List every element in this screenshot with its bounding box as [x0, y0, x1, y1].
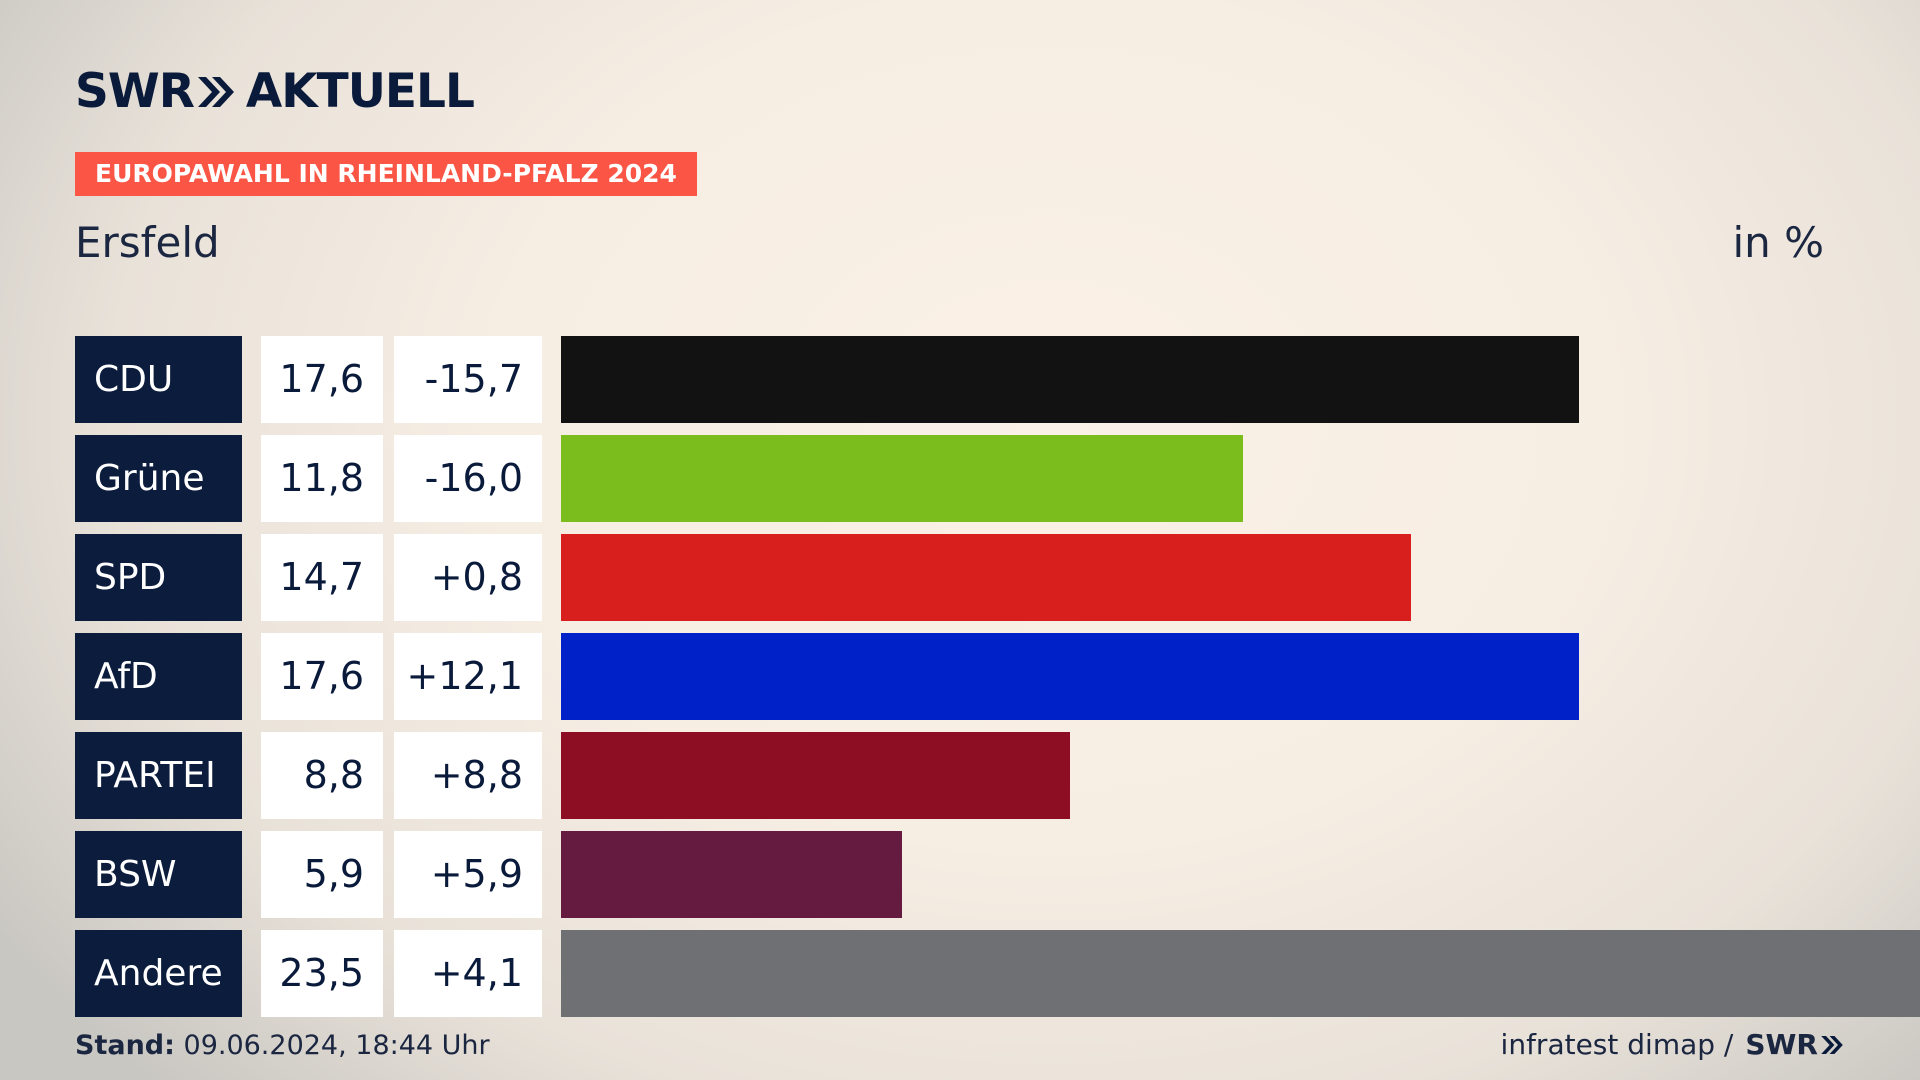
change-label: -15,7	[394, 336, 542, 423]
vote-share-label: 8,8	[261, 732, 383, 819]
party-label: CDU	[75, 336, 242, 423]
vote-share-label: 11,8	[261, 435, 383, 522]
vote-share-label: 17,6	[261, 336, 383, 423]
swr-aktuell-logo: SWR AKTUELL	[75, 64, 475, 119]
source-text: infratest dimap /	[1500, 1028, 1734, 1061]
bar-row: CDU 17,6 -15,7	[75, 336, 1920, 423]
bar	[561, 534, 1411, 621]
party-label: AfD	[75, 633, 242, 720]
change-label: +5,9	[394, 831, 542, 918]
bar-row: PARTEI 8,8 +8,8	[75, 732, 1920, 819]
bar-row: Andere 23,5 +4,1	[75, 930, 1920, 1017]
party-label: SPD	[75, 534, 242, 621]
footer-brand-text: SWR	[1745, 1028, 1818, 1061]
change-label: +12,1	[394, 633, 542, 720]
footer-chevron-icon	[1821, 1035, 1843, 1054]
election-banner: EUROPAWAHL IN RHEINLAND-PFALZ 2024	[75, 152, 697, 196]
bar	[561, 336, 1579, 423]
footer-source: infratest dimap / SWR	[1501, 1028, 1844, 1061]
bar-row: BSW 5,9 +5,9	[75, 831, 1920, 918]
change-label: -16,0	[394, 435, 542, 522]
party-label: Andere	[75, 930, 242, 1017]
bar	[561, 831, 902, 918]
change-label: +4,1	[394, 930, 542, 1017]
stand-label: Stand:	[75, 1030, 175, 1061]
bar-row: AfD 17,6 +12,1	[75, 633, 1920, 720]
party-label: PARTEI	[75, 732, 242, 819]
region-title: Ersfeld	[75, 218, 220, 267]
logo-swr-text: SWR	[75, 64, 195, 119]
footer-timestamp: Stand: 09.06.2024, 18:44 Uhr	[75, 1030, 490, 1061]
vote-share-label: 5,9	[261, 831, 383, 918]
change-label: +8,8	[394, 732, 542, 819]
stand-value: 09.06.2024, 18:44 Uhr	[183, 1030, 490, 1061]
vote-share-label: 23,5	[261, 930, 383, 1017]
double-chevron-right-icon	[196, 75, 236, 109]
vote-share-label: 17,6	[261, 633, 383, 720]
bar	[561, 633, 1579, 720]
unit-label: in %	[1732, 218, 1824, 267]
logo-aktuell-text: AKTUELL	[245, 64, 475, 119]
vote-share-label: 14,7	[261, 534, 383, 621]
party-label: Grüne	[75, 435, 242, 522]
bar-row: Grüne 11,8 -16,0	[75, 435, 1920, 522]
party-label: BSW	[75, 831, 242, 918]
footer-brand: SWR	[1745, 1028, 1844, 1061]
bar	[561, 435, 1243, 522]
change-label: +0,8	[394, 534, 542, 621]
bar-row: SPD 14,7 +0,8	[75, 534, 1920, 621]
bar	[561, 930, 1920, 1017]
bar	[561, 732, 1070, 819]
